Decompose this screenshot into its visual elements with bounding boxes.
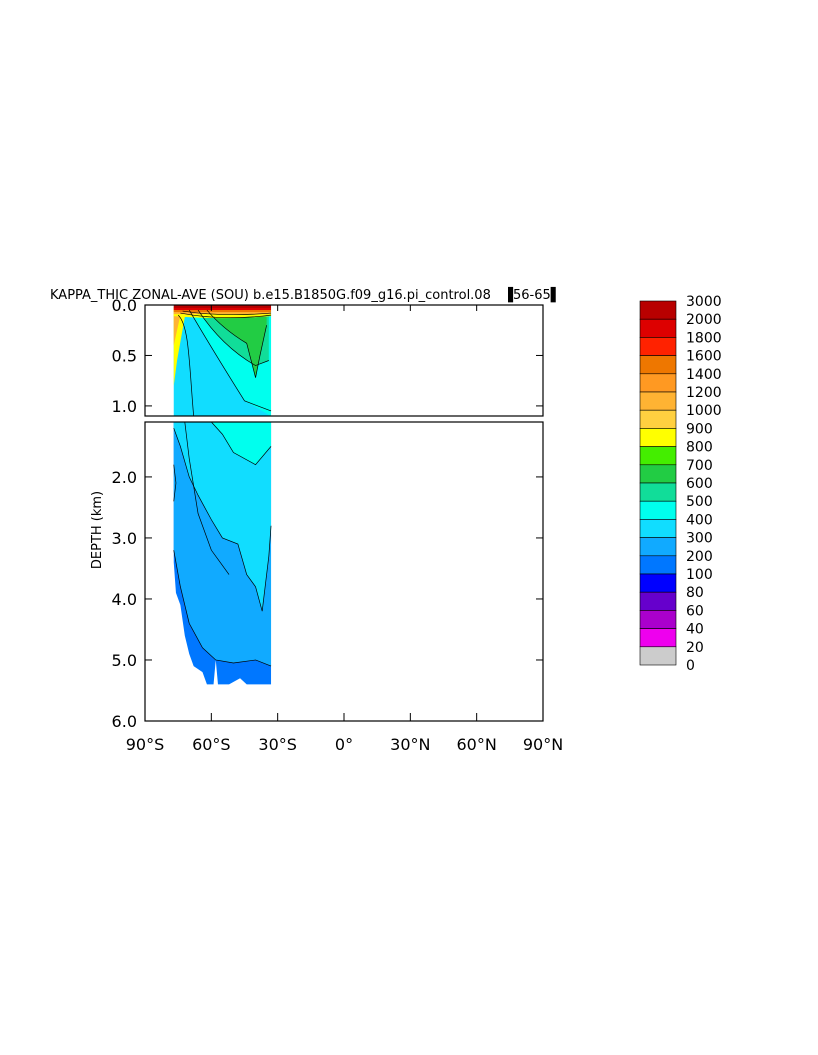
contour-line xyxy=(211,422,272,466)
colorbar-swatch xyxy=(639,464,677,484)
y-tick-label: 3.0 xyxy=(112,529,137,548)
x-tick-label: 60°N xyxy=(457,735,497,754)
contour-line xyxy=(182,310,272,316)
colorbar-label: 2000 xyxy=(686,312,722,328)
colorbar-swatch xyxy=(639,482,677,502)
colorbar-label: 100 xyxy=(686,567,713,583)
colorbar-swatch xyxy=(639,610,677,629)
contour-line xyxy=(184,422,230,575)
chart-title: KAPPA_THIC ZONAL-AVE (SOU) b.e15.B1850G.… xyxy=(50,286,561,303)
colorbar-swatch xyxy=(639,646,677,666)
colorbar-swatch xyxy=(639,409,677,429)
x-tick-label: 60°S xyxy=(192,735,231,754)
contour-line xyxy=(197,309,269,366)
y-tick-label: 0.0 xyxy=(112,296,137,315)
colorbar: 3000200018001600140012001000900800700600… xyxy=(639,294,722,674)
colorbar-label: 1800 xyxy=(686,330,722,346)
contour-line xyxy=(173,427,272,612)
upper-panel-field xyxy=(173,305,272,416)
colorbar-swatch xyxy=(639,537,677,557)
colorbar-label: 600 xyxy=(686,476,713,492)
colorbar-swatch xyxy=(639,373,677,393)
upper-y-axis: 0.0 0.5 1.0 xyxy=(112,296,543,416)
colorbar-label: 0 xyxy=(686,658,695,674)
colorbar-swatch xyxy=(639,391,677,411)
colorbar-label: 60 xyxy=(686,603,704,619)
colorbar-label: 700 xyxy=(686,458,713,474)
y-tick-label: 5.0 xyxy=(112,651,137,670)
y-axis-label: DEPTH (km) xyxy=(90,491,105,569)
colorbar-label: 300 xyxy=(686,531,713,547)
colorbar-swatch xyxy=(639,318,677,338)
title-block-left-icon: ▐ xyxy=(503,286,514,303)
field-region-1200 xyxy=(173,307,181,346)
colorbar-swatch xyxy=(639,628,677,648)
contour-line xyxy=(173,550,272,667)
y-tick-label: 1.0 xyxy=(112,397,137,416)
field-region-450-lower xyxy=(173,422,272,612)
y-tick-label: 6.0 xyxy=(112,712,137,731)
colorbar-swatch xyxy=(639,428,677,447)
lower-y-axis: 2.0 3.0 4.0 5.0 6.0 xyxy=(112,468,543,731)
contour-line xyxy=(206,309,267,378)
colorbar-label: 500 xyxy=(686,494,713,510)
colorbar-swatch xyxy=(639,591,677,611)
x-tick-label: 30°N xyxy=(390,735,430,754)
field-region-700 xyxy=(206,310,267,378)
colorbar-label: 1200 xyxy=(686,385,722,401)
x-axis: 90°S 60°S 30°S 0° 30°N 60°N 90°N xyxy=(126,305,563,754)
colorbar-swatch xyxy=(639,500,677,520)
colorbar-swatch xyxy=(639,519,677,538)
field-region-900 xyxy=(173,307,199,386)
colorbar-label: 40 xyxy=(686,622,704,638)
colorbar-swatch xyxy=(639,300,677,320)
colorbar-label: 80 xyxy=(686,585,704,601)
colorbar-swatch xyxy=(639,573,677,593)
colorbar-label: 1600 xyxy=(686,349,722,365)
x-tick-label: 90°S xyxy=(126,735,165,754)
contour-line xyxy=(177,314,194,416)
colorbar-swatch xyxy=(639,555,677,575)
colorbar-label: 400 xyxy=(686,512,713,528)
chart-title-years: 56-65 xyxy=(513,288,551,303)
chart-title-text: KAPPA_THIC ZONAL-AVE (SOU) b.e15.B1850G.… xyxy=(50,288,491,303)
contour-line xyxy=(188,309,272,412)
colorbar-label: 800 xyxy=(686,440,713,456)
y-tick-label: 2.0 xyxy=(112,468,137,487)
colorbar-swatch xyxy=(639,355,677,375)
x-tick-label: 90°N xyxy=(523,735,563,754)
colorbar-label: 20 xyxy=(686,640,704,656)
field-region-500-lower xyxy=(211,422,272,465)
colorbar-label: 200 xyxy=(686,549,713,565)
colorbar-label: 1000 xyxy=(686,403,722,419)
contour-line xyxy=(180,312,272,319)
lower-panel-field xyxy=(173,422,272,685)
x-tick-label: 30°S xyxy=(258,735,297,754)
x-tick-label: 0° xyxy=(335,735,353,754)
y-tick-label: 0.5 xyxy=(112,346,137,365)
colorbar-label: 3000 xyxy=(686,294,722,310)
colorbar-label: 900 xyxy=(686,421,713,437)
colorbar-swatch xyxy=(639,446,677,466)
colorbar-label: 1400 xyxy=(686,367,722,383)
contour-line xyxy=(173,464,177,502)
colorbar-swatch xyxy=(639,337,677,356)
y-tick-label: 4.0 xyxy=(112,590,137,609)
title-block-right-icon: ▌ xyxy=(550,286,561,303)
